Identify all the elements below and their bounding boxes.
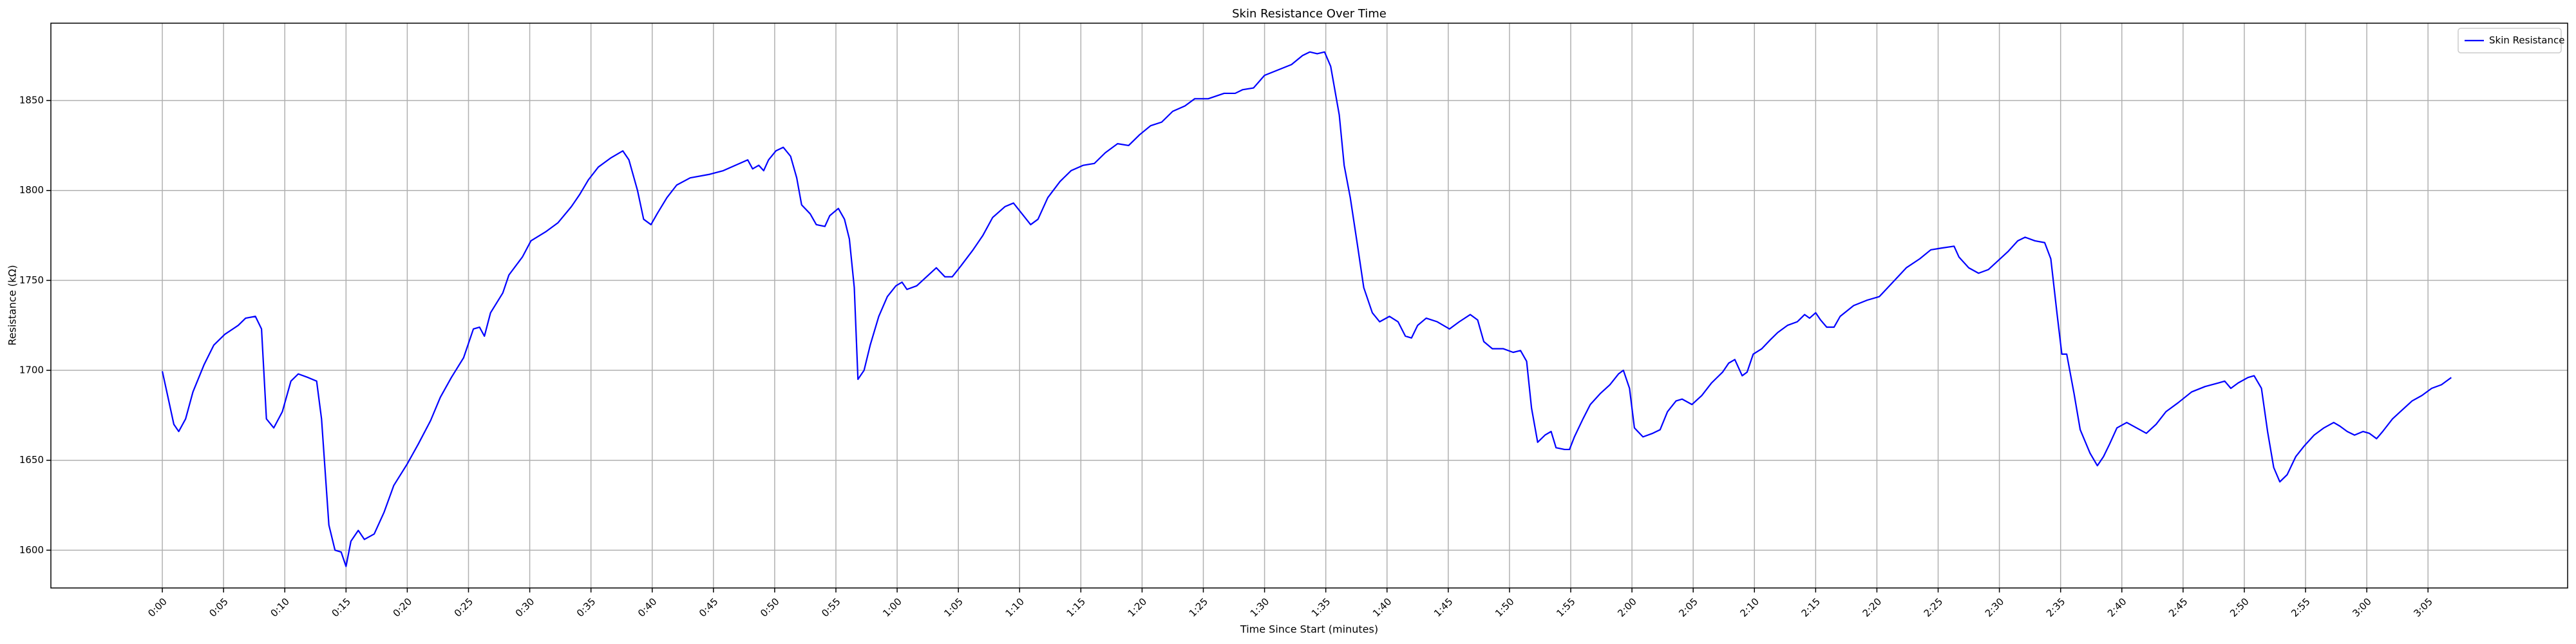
y-tick-label: 1850 xyxy=(19,95,44,106)
y-tick-label: 1700 xyxy=(19,365,44,376)
y-axis-label: Resistance (kΩ) xyxy=(6,265,19,345)
plot-frame xyxy=(50,23,2568,589)
legend-box xyxy=(2458,28,2562,53)
data-line xyxy=(161,51,2452,567)
y-tick-label: 1800 xyxy=(19,184,44,196)
x-axis-label: Time Since Start (minutes) xyxy=(1240,623,1378,636)
y-tick-label: 1650 xyxy=(19,454,44,466)
legend-label: Skin Resistance xyxy=(2489,35,2564,46)
chart-title: Skin Resistance Over Time xyxy=(1232,7,1387,21)
y-tick-label: 1750 xyxy=(19,274,44,286)
y-tick-label: 1600 xyxy=(19,544,44,556)
